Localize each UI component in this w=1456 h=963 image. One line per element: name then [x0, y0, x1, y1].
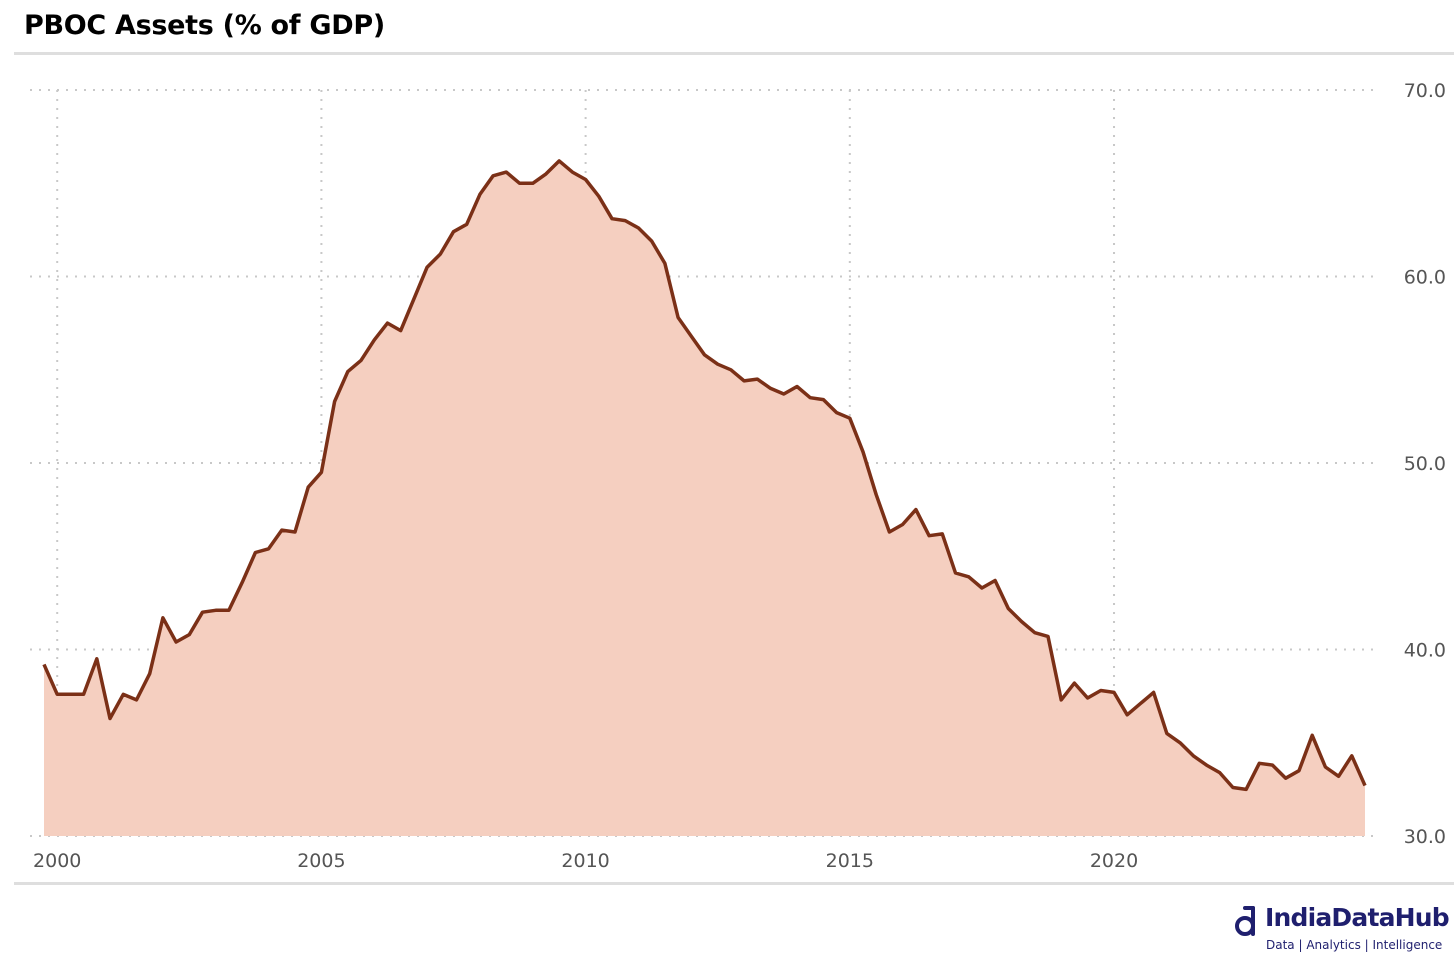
brand-tagline: Data | Analytics | Intelligence: [1266, 938, 1443, 952]
top-divider: [14, 52, 1454, 55]
y-tick-label: 50.0: [1404, 453, 1446, 475]
series-line: [42, 159, 1367, 792]
y-tick-label: 70.0: [1404, 80, 1446, 102]
y-tick-label: 60.0: [1404, 267, 1446, 289]
y-tick-label: 40.0: [1404, 640, 1446, 662]
x-tick-label: 2005: [297, 850, 345, 872]
brand-logo: IndiaDataHub Data | Analytics | Intellig…: [1233, 902, 1450, 958]
x-tick-label: 2010: [561, 850, 609, 872]
x-tick-label: 2020: [1090, 850, 1138, 872]
brand-mark-icon: [1235, 906, 1255, 936]
y-axis-ticks: 30.0 40.0 50.0 60.0 70.0: [1404, 80, 1446, 848]
x-tick-label: 2000: [33, 850, 81, 872]
area-fill: [44, 160, 1365, 836]
x-tick-label: 2015: [826, 850, 874, 872]
brand-name: IndiaDataHub: [1265, 903, 1450, 932]
bottom-divider: [14, 882, 1454, 885]
chart-title: PBOC Assets (% of GDP): [24, 10, 385, 41]
y-tick-label: 30.0: [1404, 826, 1446, 848]
x-axis-ticks: 2000 2005 2010 2015 2020: [33, 850, 1138, 872]
